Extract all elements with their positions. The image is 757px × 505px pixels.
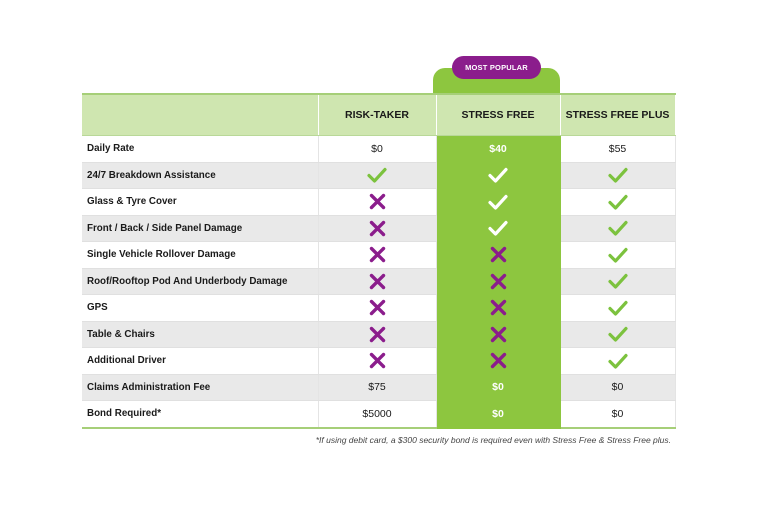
cross-icon [369,220,386,237]
check-icon [607,273,628,289]
check-icon [607,300,628,316]
table-row: Bond Required* $5000 $0 $0 [82,400,676,429]
check-icon [488,167,508,183]
cell-stress-free-plus [560,294,676,322]
table-row: Roof/Rooftop Pod And Underbody Damage [82,268,676,295]
cross-icon [369,326,386,343]
cross-icon [490,273,507,290]
table-row: Claims Administration Fee $75 $0 $0 [82,374,676,401]
cell-risk-taker: $0 [318,135,437,163]
table-row: GPS [82,294,676,322]
cell-stress-free: $0 [436,400,561,429]
row-label: Additional Driver [82,347,319,375]
header-risk-taker: RISK-TAKER [318,93,437,136]
cross-icon [369,246,386,263]
cell-risk-taker [318,268,437,295]
table-row: Single Vehicle Rollover Damage [82,241,676,269]
cell-stress-free [436,188,561,216]
row-label: Glass & Tyre Cover [82,188,319,216]
cross-icon [369,273,386,290]
cell-risk-taker: $5000 [318,400,437,429]
header-stress-free-plus: STRESS FREE PLUS [560,93,676,136]
check-icon [488,220,508,236]
cross-icon [490,246,507,263]
cross-icon [369,193,386,210]
table-row: Front / Back / Side Panel Damage [82,215,676,242]
cell-stress-free-plus [560,188,676,216]
row-label: Roof/Rooftop Pod And Underbody Damage [82,268,319,295]
cell-stress-free-plus: $0 [560,400,676,429]
cell-stress-free-plus: $0 [560,374,676,401]
cell-stress-free-plus: $55 [560,135,676,163]
check-icon [607,167,628,183]
header-stress-free: STRESS FREE [436,93,561,136]
cell-risk-taker [318,215,437,242]
cell-risk-taker: $75 [318,374,437,401]
row-label: Daily Rate [82,135,319,163]
row-label: Table & Chairs [82,321,319,348]
check-icon [607,326,628,342]
badge-row: MOST POPULAR [82,56,675,93]
row-label: Claims Administration Fee [82,374,319,401]
cell-risk-taker [318,294,437,322]
cell-stress-free-plus [560,321,676,348]
cell-stress-free [436,321,561,348]
cell-risk-taker [318,321,437,348]
cross-icon [490,352,507,369]
cross-icon [369,352,386,369]
cell-stress-free-plus [560,162,676,189]
table-row: 24/7 Breakdown Assistance [82,162,676,189]
header-row: RISK-TAKER STRESS FREE STRESS FREE PLUS [82,93,676,136]
cell-stress-free [436,162,561,189]
most-popular-badge: MOST POPULAR [452,56,541,79]
cell-stress-free: $40 [436,135,561,163]
check-icon [607,247,628,263]
cell-stress-free [436,294,561,322]
cross-icon [490,299,507,316]
comparison-table: RISK-TAKER STRESS FREE STRESS FREE PLUS … [82,93,676,429]
cell-stress-free-plus [560,347,676,375]
cell-stress-free-plus [560,241,676,269]
cell-stress-free [436,268,561,295]
header-feature [82,93,319,136]
row-label: GPS [82,294,319,322]
cell-stress-free [436,215,561,242]
row-label: Front / Back / Side Panel Damage [82,215,319,242]
cell-stress-free-plus [560,215,676,242]
table-row: Table & Chairs [82,321,676,348]
table-row: Additional Driver [82,347,676,375]
comparison-panel: MOST POPULAR RISK-TAKER STRESS FREE STRE… [82,56,676,445]
cell-stress-free-plus [560,268,676,295]
check-icon [607,220,628,236]
cell-risk-taker [318,188,437,216]
cell-stress-free: $0 [436,374,561,401]
cell-stress-free [436,241,561,269]
table-row: Daily Rate $0 $40 $55 [82,135,676,163]
table-body: Daily Rate $0 $40 $55 24/7 Breakdown Assista… [82,135,676,429]
cross-icon [490,326,507,343]
check-icon [607,194,628,210]
check-icon [488,194,508,210]
cell-risk-taker [318,347,437,375]
row-label: 24/7 Breakdown Assistance [82,162,319,189]
check-icon [367,167,387,183]
cross-icon [369,299,386,316]
check-icon [607,353,628,369]
table-row: Glass & Tyre Cover [82,188,676,216]
cell-stress-free [436,347,561,375]
cell-risk-taker [318,241,437,269]
cell-risk-taker [318,162,437,189]
footnote: *If using debit card, a $300 security bo… [315,434,671,445]
row-label: Single Vehicle Rollover Damage [82,241,319,269]
row-label: Bond Required* [82,400,319,429]
